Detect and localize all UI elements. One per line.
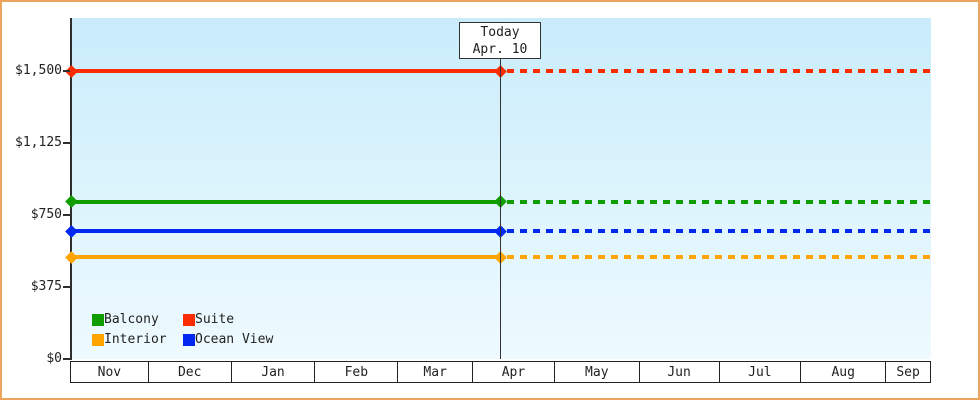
month-cell-jul: Jul [720,362,802,382]
price-line-forecast-ocean-view [507,229,931,234]
legend-item-ocean-view: Ocean View [183,333,273,347]
legend-label: Suite [195,312,235,327]
price-line-solid-ocean-view [71,229,500,234]
month-cell-jan: Jan [232,362,316,382]
y-tick-label: $1,500 [15,63,62,78]
legend-swatch [92,314,104,326]
y-tick-mark [63,358,70,360]
today-vertical-line [500,58,501,359]
month-cell-jun: Jun [640,362,720,382]
price-line-forecast-balcony [507,199,931,204]
legend-label: Balcony [104,312,159,327]
legend-swatch [92,334,104,346]
y-tick-label: $750 [30,207,62,222]
legend-item-suite: Suite [183,313,234,327]
price-line-solid-interior [71,255,500,260]
y-tick-label: $375 [30,279,62,294]
price-line-solid-suite [71,69,500,73]
price-line-solid-balcony [71,199,500,204]
y-axis-line [70,18,72,360]
legend-swatch [183,314,195,326]
y-tick-mark [63,214,70,216]
month-cell-mar: Mar [398,362,474,382]
legend-swatch [183,334,195,346]
month-cell-aug: Aug [801,362,887,382]
y-tick-label: $1,125 [15,135,62,150]
y-tick-mark [63,70,70,72]
legend-item-interior: Interior [92,333,167,347]
month-cell-dec: Dec [149,362,232,382]
month-cell-nov: Nov [71,362,149,382]
today-label-line2: Apr. 10 [472,42,528,57]
price-line-forecast-suite [507,69,931,73]
month-cell-may: May [555,362,640,382]
legend-label: Ocean View [195,332,274,347]
price-line-forecast-interior [507,255,931,260]
today-label-line1: Today [480,25,520,40]
month-cell-sep: Sep [896,364,920,380]
x-axis-month-row: Nov Dec Jan Feb Mar Apr May Jun Jul Aug Sep [70,361,931,383]
y-tick-mark [63,286,70,288]
today-label-box: Today Apr. 10 [459,22,541,59]
y-tick-mark [63,142,70,144]
month-cell-apr: Apr [473,362,555,382]
month-cell-feb: Feb [315,362,399,382]
legend-label: Interior [104,332,167,347]
legend-item-balcony: Balcony [92,313,159,327]
y-tick-label: $0 [46,351,62,366]
